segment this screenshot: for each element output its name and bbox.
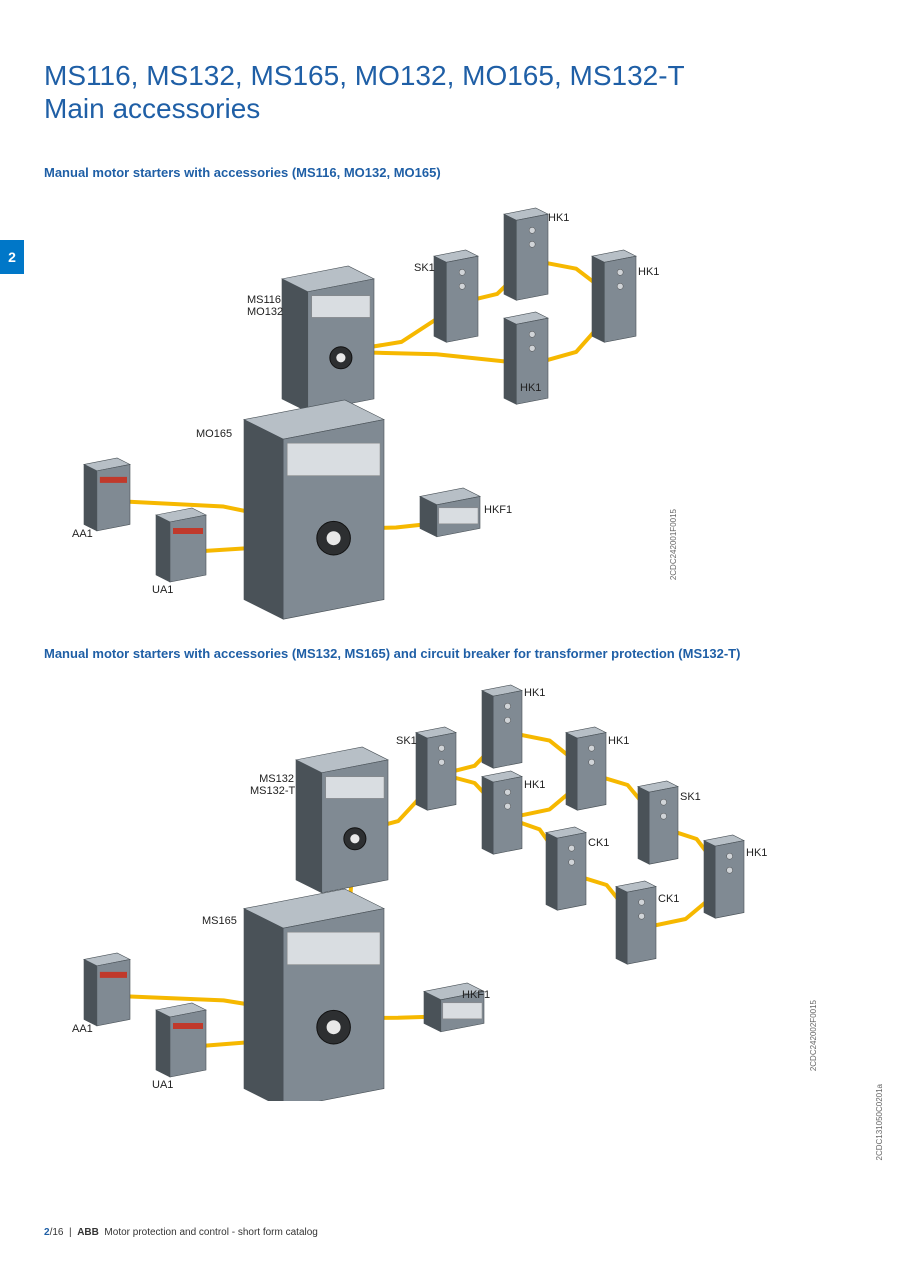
footer-page-total: 16 bbox=[52, 1227, 63, 1238]
label-hkf1-2: HKF1 bbox=[462, 989, 490, 1001]
label-ck1a: CK1 bbox=[588, 837, 609, 849]
footer-brand: ABB bbox=[77, 1227, 99, 1238]
section-tab-number: 2 bbox=[8, 249, 16, 265]
label-hk1-c: HK1 bbox=[638, 266, 659, 278]
label-hk1a2: HK1 bbox=[524, 687, 545, 699]
label-hk1-b: HK1 bbox=[520, 382, 541, 394]
label-hk1c2: HK1 bbox=[608, 735, 629, 747]
page-footer: 2/16 | ABB Motor protection and control … bbox=[44, 1227, 318, 1238]
label-hkf1: HKF1 bbox=[484, 504, 512, 516]
label-ms165: MS165 bbox=[202, 915, 237, 927]
label-aa1-2: AA1 bbox=[72, 1023, 93, 1035]
label-aa1: AA1 bbox=[72, 528, 93, 540]
section-tab: 2 bbox=[0, 240, 24, 274]
label-ua1: UA1 bbox=[152, 584, 173, 596]
diagram1-title: Manual motor starters with accessories (… bbox=[44, 165, 858, 180]
diagram1-svg bbox=[44, 190, 854, 620]
diagram1-code: 2CDC242001F0015 bbox=[669, 509, 678, 580]
label-hk1-a: HK1 bbox=[548, 212, 569, 224]
catalog-page: 2 MS116, MS132, MS165, MO132, MO165, MS1… bbox=[0, 0, 902, 1270]
diagram2-code: 2CDC242002F0015 bbox=[809, 1000, 818, 1071]
label-hk1d: HK1 bbox=[746, 847, 767, 859]
label-sk1b: SK1 bbox=[680, 791, 701, 803]
diagram2: 2CDC242002F0015 MS132 MS132-T MS165 AA1 … bbox=[44, 671, 858, 1101]
label-ua1-2: UA1 bbox=[152, 1079, 173, 1091]
label-ms132: MS132 bbox=[250, 773, 294, 785]
label-ms132t: MS132-T bbox=[250, 785, 294, 797]
diagram2-title: Manual motor starters with accessories (… bbox=[44, 646, 858, 661]
label-hk1b2: HK1 bbox=[524, 779, 545, 791]
diagram2-svg bbox=[44, 671, 854, 1101]
page-title-line2: Main accessories bbox=[44, 93, 858, 125]
footer-doc-title: Motor protection and control - short for… bbox=[104, 1227, 317, 1238]
label-ms116: MS116 bbox=[247, 294, 281, 306]
label-ck1b: CK1 bbox=[658, 893, 679, 905]
page-code: 2CDC131050C0201a bbox=[875, 1084, 884, 1161]
label-mo165: MO165 bbox=[196, 428, 232, 440]
label-sk1: SK1 bbox=[414, 262, 435, 274]
diagram1: 2CDC242001F0015 MS116 MO132 MO165 AA1 UA… bbox=[44, 190, 858, 620]
page-title-line1: MS116, MS132, MS165, MO132, MO165, MS132… bbox=[44, 58, 858, 93]
label-sk1a: SK1 bbox=[396, 735, 417, 747]
label-mo132: MO132 bbox=[247, 306, 281, 318]
